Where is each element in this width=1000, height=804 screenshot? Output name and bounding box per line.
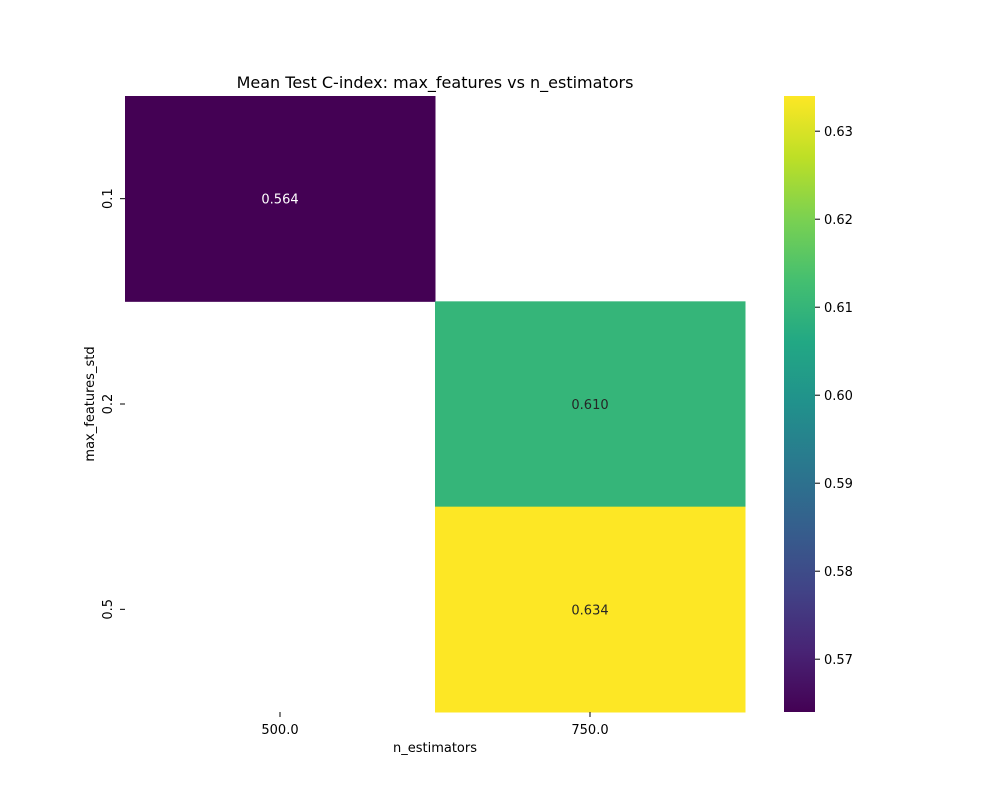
heatmap-cells	[125, 96, 746, 713]
colorbar-tick-label: 0.63	[824, 125, 853, 140]
colorbar-tick-label: 0.61	[824, 301, 853, 316]
x-axis-label: n_estimators	[393, 741, 477, 756]
cell-annotation: 0.610	[571, 398, 608, 413]
cell-annotation: 0.564	[261, 193, 298, 208]
colorbar-tick-label: 0.60	[824, 389, 853, 404]
cell-annotation: 0.634	[571, 603, 608, 618]
y-tick-label: 0.1	[101, 188, 116, 209]
heatmap-cell	[125, 96, 436, 302]
colorbar-tick-label: 0.57	[824, 653, 853, 668]
x-tick-label: 500.0	[261, 723, 298, 738]
colorbar-tick-label: 0.62	[824, 213, 853, 228]
colorbar-tick-label: 0.59	[824, 477, 853, 492]
colorbar-tick-label: 0.58	[824, 565, 853, 580]
x-tick-label: 750.0	[571, 723, 608, 738]
chart-title: Mean Test C-index: max_features vs n_est…	[237, 73, 634, 93]
heatmap-cell	[435, 301, 746, 508]
y-tick-label: 0.5	[101, 599, 116, 620]
colorbar-ticks: 0.57 0.58 0.59 0.60 0.61 0.62 0.63	[815, 125, 853, 668]
heatmap-cell	[435, 506, 746, 713]
y-axis-label: max_features_std	[83, 346, 98, 461]
cell-annotations: 0.564 0.610 0.634	[261, 193, 608, 619]
x-axis-ticks: 500.0 750.0	[261, 712, 609, 738]
y-axis-ticks: 0.1 0.2 0.5	[101, 188, 125, 620]
y-tick-label: 0.2	[101, 394, 116, 415]
colorbar	[784, 96, 815, 712]
